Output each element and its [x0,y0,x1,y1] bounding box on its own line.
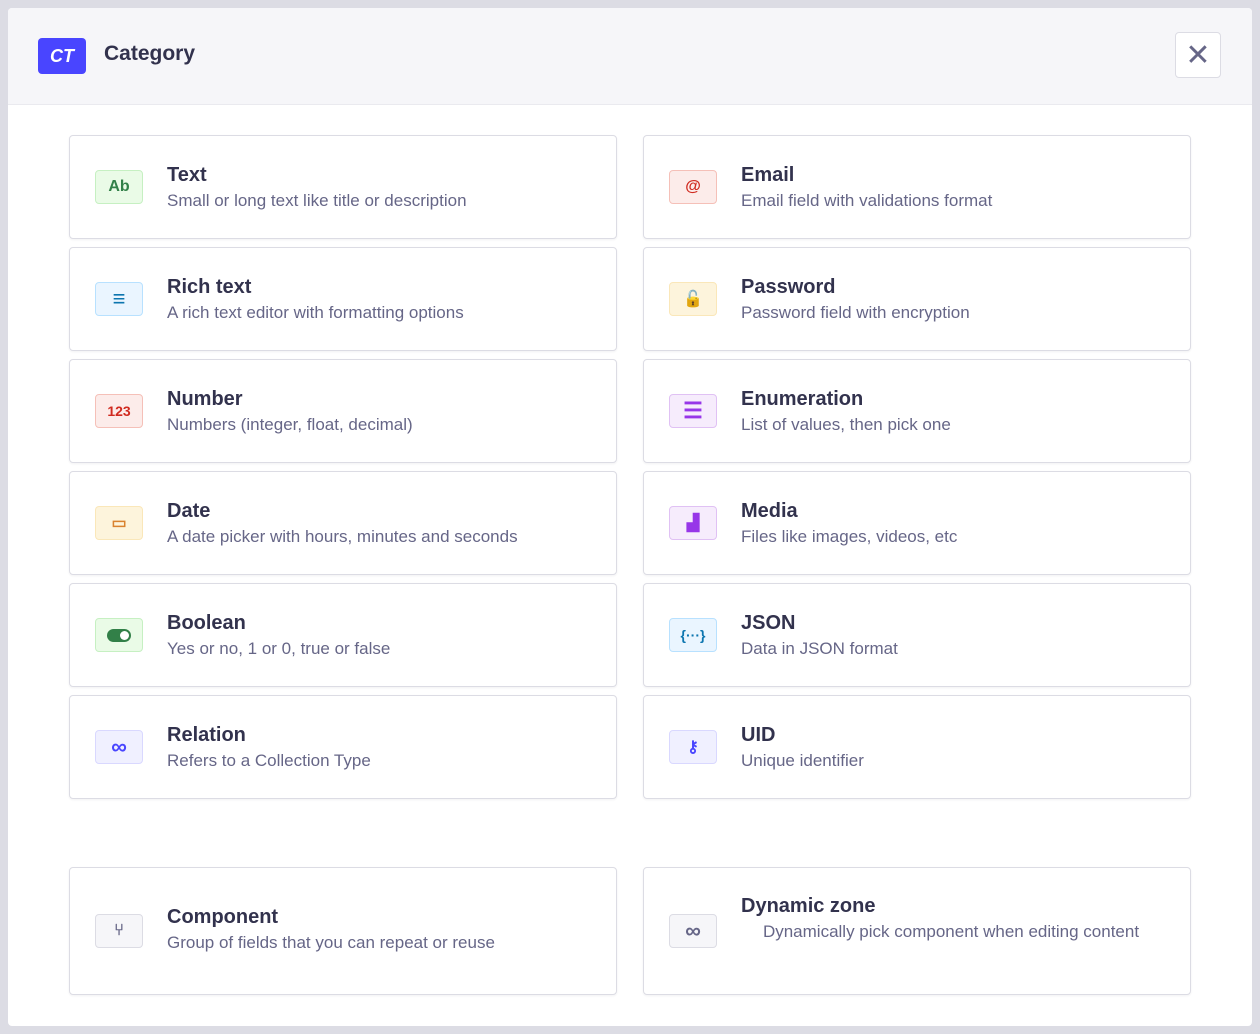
image-icon: ▟ [669,506,717,540]
field-type-enumeration[interactable]: ☰ Enumeration List of values, then pick on… [643,359,1191,463]
field-type-name: Boolean [167,612,246,634]
field-type-name: JSON [741,612,796,634]
key-icon: ⚷ [669,730,717,764]
field-type-media[interactable]: ▟ Media Files like images, videos, etc [643,471,1191,575]
modal-header: CT Category ✕ [8,8,1252,105]
field-type-password[interactable]: 🔓 Password Password field with encryption [643,247,1191,351]
field-type-description: A rich text editor with formatting optio… [167,303,464,322]
field-type-name: Text [167,164,207,186]
field-type-name: Media [741,500,798,522]
field-type-description: Dynamically pick component when editing … [762,922,1140,941]
link-icon: ∞ [95,730,143,764]
field-type-description: Email field with validations format [741,191,993,210]
infinity-icon: ∞ [669,914,717,948]
field-type-name: Date [167,500,211,522]
field-type-boolean[interactable]: Boolean Yes or no, 1 or 0, true or false [69,583,617,687]
field-type-description: Files like images, videos, etc [741,527,958,546]
field-type-name: Email [741,164,795,186]
lock-icon: 🔓 [669,282,717,316]
field-type-dynamic-zone[interactable]: ∞ Dynamic zone Dynamically pick component … [643,867,1191,995]
field-type-name: Dynamic zone [741,895,876,917]
toggle-icon [95,618,143,652]
field-type-relation[interactable]: ∞ Relation Refers to a Collection Type [69,695,617,799]
field-type-name: Component [167,906,279,928]
field-type-component[interactable]: ⑂ Component Group of fields that you can r… [69,867,617,995]
field-type-json[interactable]: {···} JSON Data in JSON format [643,583,1191,687]
field-type-description: Password field with encryption [741,303,970,322]
field-type-name: Number [167,388,243,410]
field-type-description: A date picker with hours, minutes and se… [167,527,518,546]
field-type-description: Refers to a Collection Type [167,751,371,770]
modal-title: Category [104,42,196,65]
field-type-name: Rich text [167,276,252,298]
field-type-name: Enumeration [741,388,864,410]
field-type-text[interactable]: Ab Text Small or long text like title or d… [69,135,617,239]
close-button[interactable]: ✕ [1175,32,1221,78]
field-type-modal: CT Category ✕ Ab Text Small or long text l… [8,8,1252,1026]
field-type-date[interactable]: ▭ Date A date picker with hours, minutes a… [69,471,617,575]
field-type-description: Group of fields that you can repeat or r… [167,933,495,952]
field-type-description: Numbers (integer, float, decimal) [167,415,413,434]
field-type-name: UID [741,724,776,746]
field-type-description: Yes or no, 1 or 0, true or false [167,639,391,658]
field-type-description: Data in JSON format [741,639,898,658]
field-type-rich-text[interactable]: ≡ Rich text A rich text editor with format… [69,247,617,351]
close-icon: ✕ [1185,38,1211,72]
component-icon: ⑂ [95,914,143,948]
field-type-email[interactable]: @ Email Email field with validations forma… [643,135,1191,239]
email-icon: @ [669,170,717,204]
content-type-badge: CT [38,38,86,74]
list-icon: ☰ [669,394,717,428]
field-type-name: Relation [167,724,246,746]
calendar-icon: ▭ [95,506,143,540]
text-icon: Ab [95,170,143,204]
field-type-number[interactable]: 123 Number Numbers (integer, float, decima… [69,359,617,463]
number-icon: 123 [95,394,143,428]
field-type-description: Unique identifier [741,751,864,770]
field-type-uid[interactable]: ⚷ UID Unique identifier [643,695,1191,799]
rich-text-icon: ≡ [95,282,143,316]
field-type-name: Password [741,276,836,298]
field-type-description: Small or long text like title or descrip… [167,191,467,210]
json-icon: {···} [669,618,717,652]
field-type-description: List of values, then pick one [741,415,951,434]
